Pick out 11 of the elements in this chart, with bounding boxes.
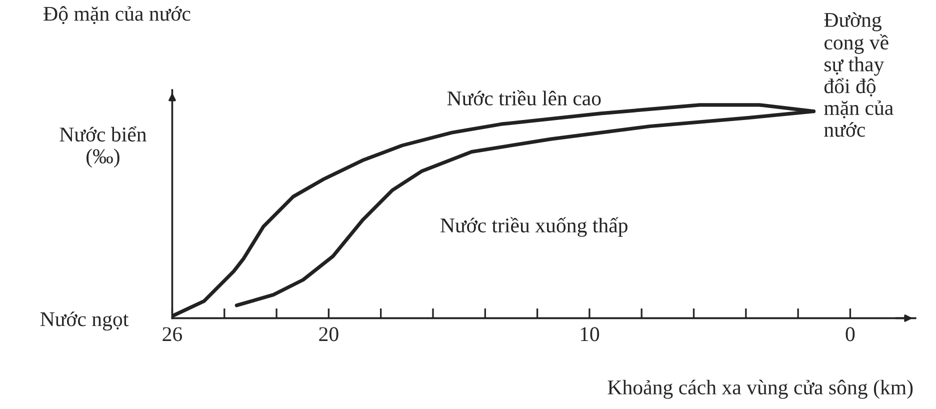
text: Nước ngọt (40, 312, 129, 331)
x-tick-label: 26 (162, 327, 182, 342)
x-axis-title: Khoảng cách xa vùng cửa sông (km) (608, 380, 913, 399)
text: Nước triều xuống thấp (440, 217, 628, 237)
x-tick-label: 20 (319, 327, 338, 342)
x-tick-label: 10 (580, 327, 600, 342)
x-tick-label: 0 (846, 327, 855, 342)
y-axis-title: Độ mặn của nước (44, 6, 190, 24)
text: Nước biển (‰) (60, 126, 146, 168)
series-label: Nước triều lên cao (447, 90, 601, 106)
annotation: Đường cong về sự thay đổi độ mặn của nước (824, 12, 894, 137)
